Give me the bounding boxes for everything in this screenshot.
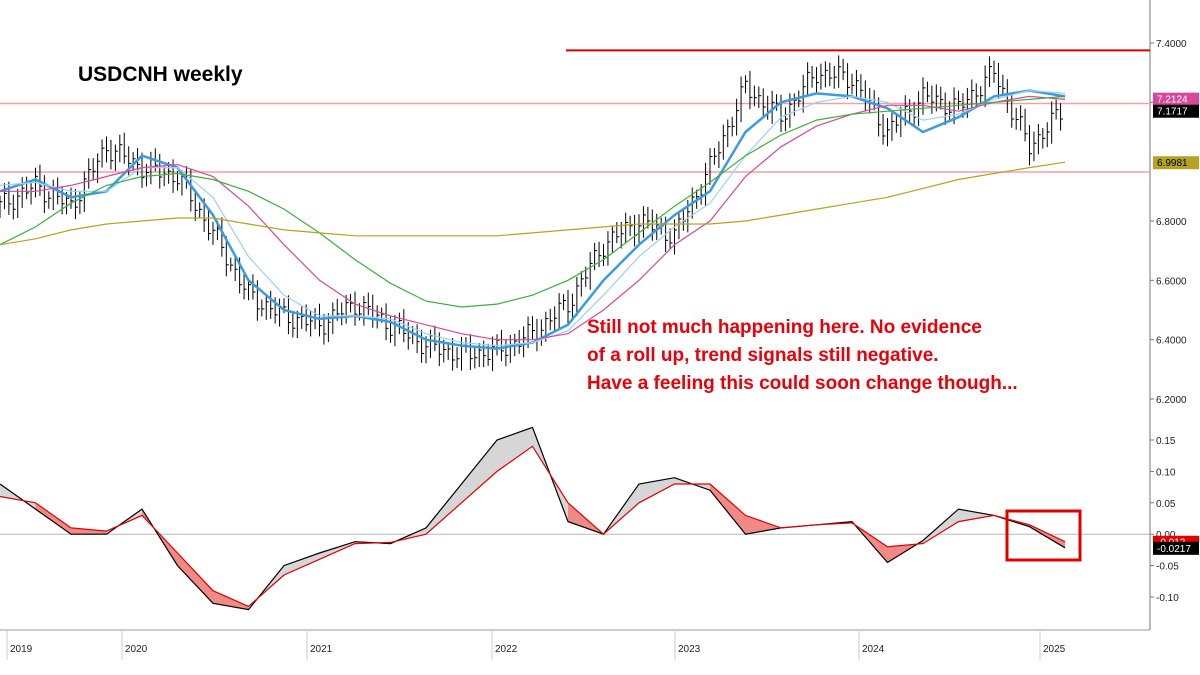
x-tick-label: 2025 (1043, 644, 1066, 655)
series-ma-pink (0, 95, 1066, 341)
fill-positive (958, 509, 994, 522)
value-tag-label: 7.1717 (1157, 107, 1188, 118)
series-signal (0, 445, 1066, 608)
y-tick-label: -0.10 (1156, 593, 1179, 604)
fill-negative (710, 484, 746, 535)
y-tick-label: 0.05 (1156, 499, 1176, 510)
value-tag (1153, 104, 1199, 118)
annotation-line-1: Still not much happening here. No eviden… (587, 317, 982, 338)
y-tick-label: 6.4000 (1156, 336, 1187, 347)
annotation-line-2: of a roll up, trend signals still negati… (587, 345, 939, 366)
series-ma-green (0, 95, 1066, 308)
fill-positive (461, 440, 497, 503)
fill-negative (71, 527, 107, 535)
y-tick-label: 6.6000 (1156, 276, 1187, 287)
x-tick-label: 2020 (125, 644, 148, 655)
oscillator-y-axis: 0.15 0.10 0.05 0.00 -0.05 -0.10 (1150, 436, 1179, 604)
fill-negative (177, 553, 213, 604)
highlight-box (1005, 509, 1082, 562)
x-tick-label: 2019 (10, 644, 33, 655)
x-tick-label: 2024 (862, 644, 885, 655)
series-medium-ma (0, 89, 1066, 347)
fill-positive (497, 427, 533, 472)
annotation: Still not much happening here. No eviden… (587, 317, 1018, 394)
x-tick-label: 2021 (310, 644, 333, 655)
fill-negative (213, 590, 249, 610)
annotation-line-3: Have a feeling this could soon change th… (587, 373, 1018, 394)
value-tag (1153, 156, 1199, 170)
fill-positive (426, 484, 462, 535)
y-tick-label: -0.05 (1156, 562, 1179, 573)
oscillator-lines (0, 426, 1066, 611)
value-tag (1153, 541, 1199, 555)
x-tick-label: 2022 (495, 644, 518, 655)
series-ma-olive (0, 161, 1066, 246)
y-tick-label: 0.00 (1156, 530, 1176, 541)
x-tick-label: 2023 (678, 644, 701, 655)
chart-title: USDCNH weekly (78, 63, 243, 86)
value-tag-label: -0.0217 (1157, 544, 1191, 555)
fill-negative (35, 502, 71, 535)
y-tick-label: 0.10 (1156, 467, 1176, 478)
value-tag-label: 7.2124 (1157, 95, 1188, 106)
fill-positive (639, 477, 675, 503)
series-oscillator (0, 426, 1066, 611)
y-tick-label: 7.4000 (1156, 39, 1187, 50)
value-tag (1153, 92, 1199, 106)
y-tick-label: 6.2000 (1156, 395, 1187, 406)
x-axis: 2019 2020 2021 2022 2023 2024 2025 (6, 630, 1066, 660)
y-tick-label: 0.15 (1156, 436, 1176, 447)
fill-positive (284, 553, 320, 575)
fill-negative (745, 515, 781, 535)
y-tick-label: 6.8000 (1156, 217, 1187, 228)
moving-averages (0, 89, 1066, 350)
value-tag-label: 6.9981 (1157, 158, 1188, 169)
